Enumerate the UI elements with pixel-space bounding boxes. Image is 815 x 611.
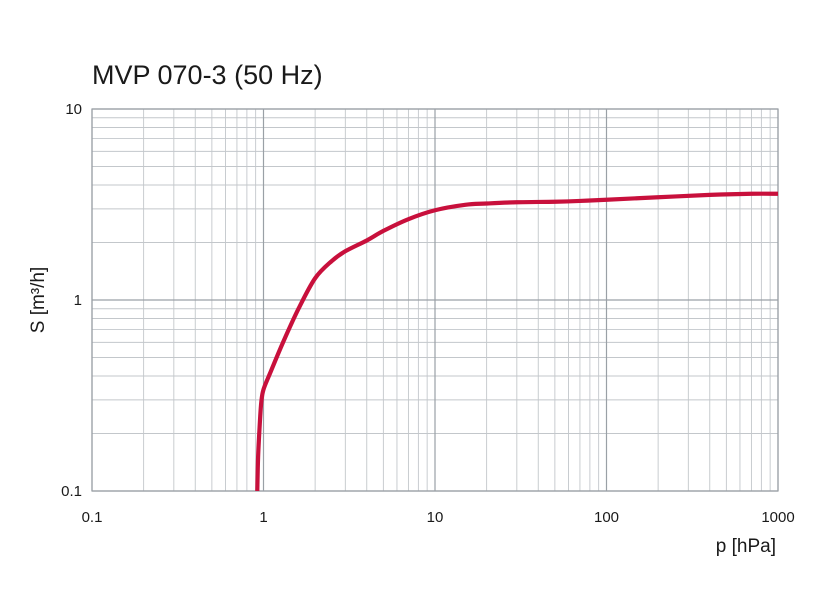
x-tick-label: 0.1: [82, 509, 103, 526]
y-axis-label: S [m³/h]: [28, 267, 49, 334]
tick-labels: 0.1 1 10 100 1000 0.1 1 10: [61, 101, 795, 526]
y-tick-label: 1: [74, 292, 82, 309]
y-tick-label: 0.1: [61, 483, 82, 500]
x-axis-label: p [hPa]: [716, 536, 776, 557]
series: [255, 191, 779, 492]
grid: [91, 108, 779, 492]
chart-title: MVP 070-3 (50 Hz): [92, 60, 323, 90]
x-tick-label: 1: [259, 509, 267, 526]
plot-frame: [91, 108, 779, 492]
x-tick-label: 10: [427, 509, 444, 526]
x-tick-label: 100: [594, 509, 619, 526]
series-line: [255, 191, 779, 492]
x-tick-label: 1000: [761, 509, 794, 526]
y-tick-label: 10: [65, 101, 82, 118]
